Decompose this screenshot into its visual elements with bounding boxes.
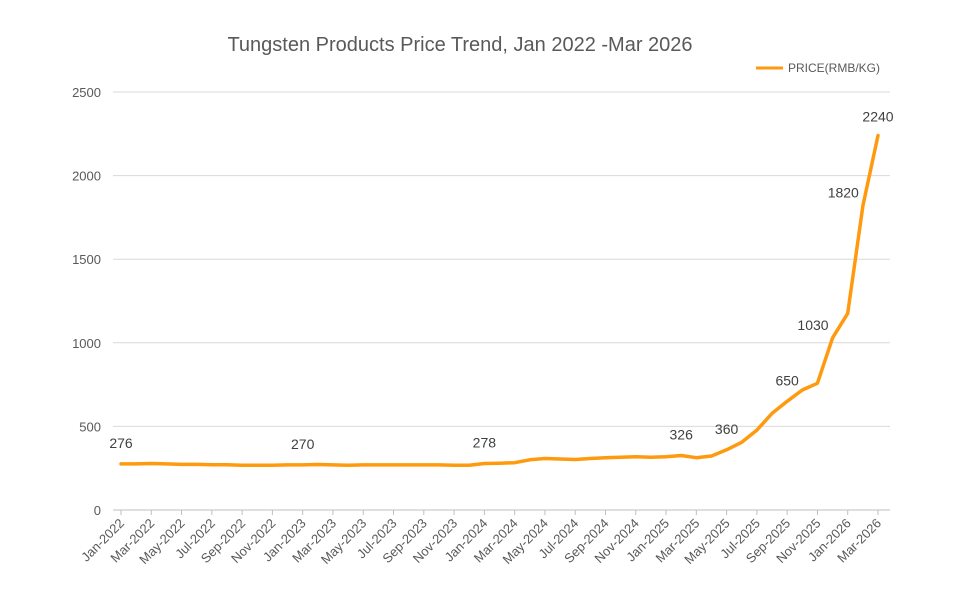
data-label: 650 — [775, 372, 799, 388]
price-line — [119, 133, 880, 467]
y-tick-label: 0 — [94, 503, 101, 518]
chart-title: Tungsten Products Price Trend, Jan 2022 … — [227, 34, 692, 56]
y-tick-label: 1000 — [72, 336, 101, 351]
legend: PRICE(RMB/KG) — [756, 61, 880, 75]
data-label: 1030 — [797, 317, 828, 333]
y-tick-label: 2000 — [72, 169, 101, 184]
data-label: 278 — [473, 435, 497, 451]
data-label: 276 — [109, 435, 133, 451]
data-label: 2240 — [862, 108, 893, 124]
data-label: 270 — [291, 436, 315, 452]
data-label: 1820 — [828, 185, 859, 201]
y-tick-label: 2500 — [72, 85, 101, 100]
data-label: 326 — [670, 426, 694, 442]
y-tick-label: 1500 — [72, 252, 101, 267]
legend-label: PRICE(RMB/KG) — [788, 61, 880, 75]
data-label: 360 — [715, 421, 739, 437]
y-tick-label: 500 — [79, 419, 101, 434]
